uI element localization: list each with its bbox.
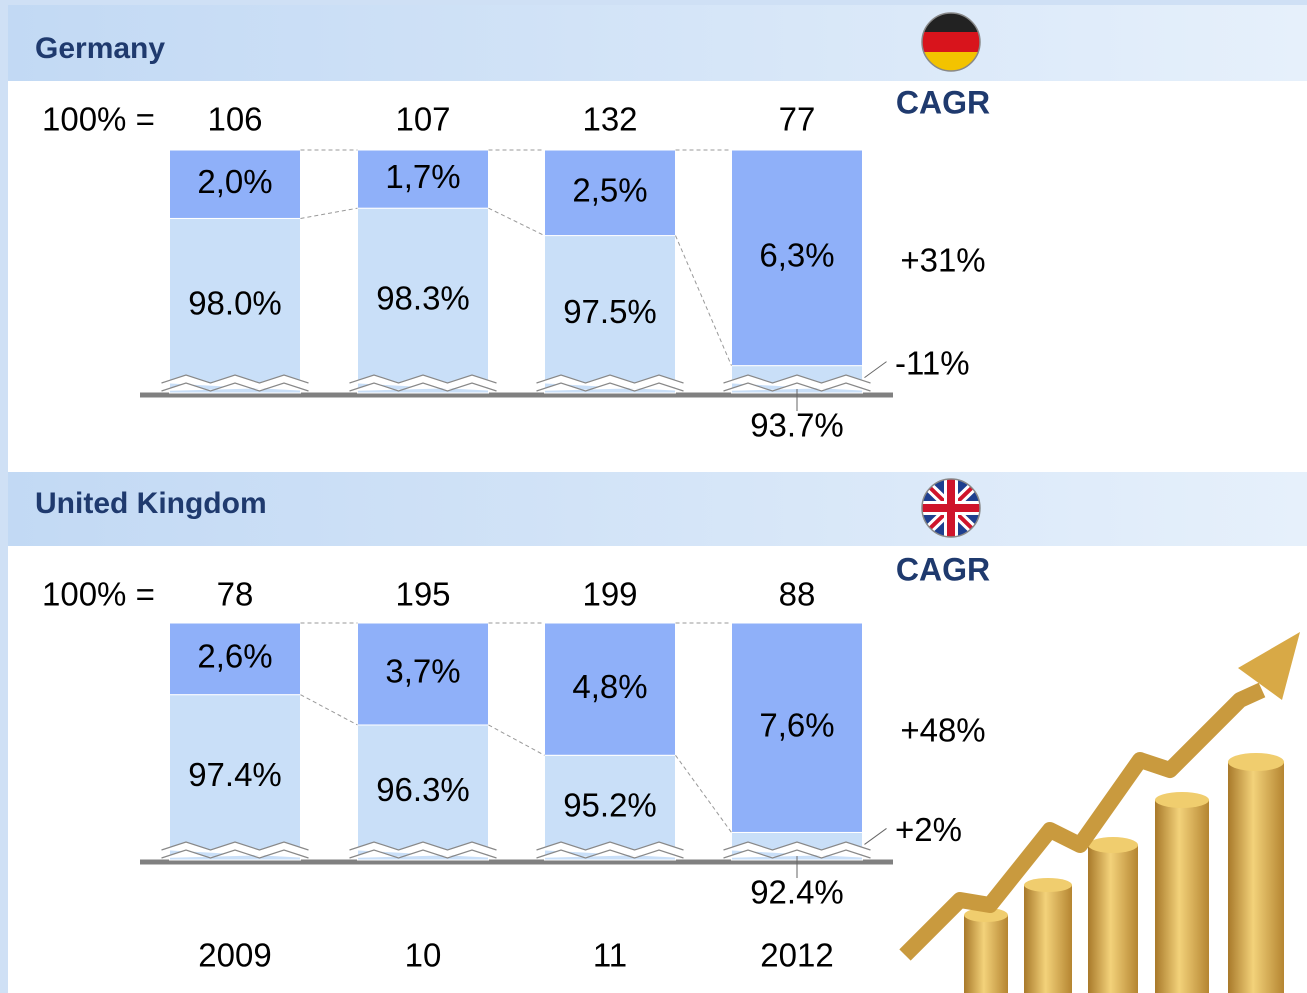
cagr-label: -11% bbox=[895, 344, 970, 381]
value-label: 2,0% bbox=[197, 163, 272, 200]
cagr-label: +31% bbox=[900, 242, 985, 279]
cagr-label: +2% bbox=[895, 811, 962, 848]
cagr-label: +48% bbox=[900, 711, 985, 748]
x-tick-label: 10 bbox=[405, 937, 442, 974]
cagr-title: CAGR bbox=[896, 551, 990, 587]
cagr-title: CAGR bbox=[896, 84, 990, 120]
value-label: 98.3% bbox=[376, 279, 470, 316]
value-label: 7,6% bbox=[759, 706, 834, 743]
value-label: 97.4% bbox=[188, 756, 282, 793]
header-band bbox=[8, 5, 1307, 81]
totals-label: 100% = bbox=[42, 576, 155, 613]
value-label: 2,6% bbox=[197, 638, 272, 675]
total-value: 88 bbox=[779, 576, 816, 613]
value-label: 97.5% bbox=[563, 293, 657, 330]
totals-label: 100% = bbox=[42, 101, 155, 138]
section-title: Germany bbox=[35, 32, 165, 65]
total-value: 195 bbox=[395, 576, 450, 613]
total-value: 78 bbox=[217, 576, 254, 613]
value-label: 4,8% bbox=[572, 668, 647, 705]
x-tick-label: 2009 bbox=[198, 937, 271, 974]
value-label: 2,5% bbox=[572, 172, 647, 209]
total-value: 132 bbox=[582, 101, 637, 138]
total-value: 77 bbox=[779, 101, 816, 138]
total-value: 106 bbox=[207, 101, 262, 138]
value-label: 6,3% bbox=[759, 237, 834, 274]
value-label: 98.0% bbox=[188, 284, 282, 321]
value-label: 93.7% bbox=[750, 407, 844, 444]
value-label: 92.4% bbox=[750, 874, 844, 911]
total-value: 199 bbox=[582, 576, 637, 613]
value-label: 3,7% bbox=[385, 653, 460, 690]
value-label: 96.3% bbox=[376, 771, 470, 808]
value-label: 95.2% bbox=[563, 786, 657, 823]
x-tick-label: 11 bbox=[593, 937, 627, 974]
value-label: 1,7% bbox=[385, 158, 460, 195]
x-tick-label: 2012 bbox=[760, 937, 833, 974]
page: Germany 100% = CAGR 106 2,0% 98.0% 107 1,7% 98.3… bbox=[0, 0, 1307, 993]
section-title: United Kingdom bbox=[35, 487, 267, 520]
total-value: 107 bbox=[395, 101, 450, 138]
